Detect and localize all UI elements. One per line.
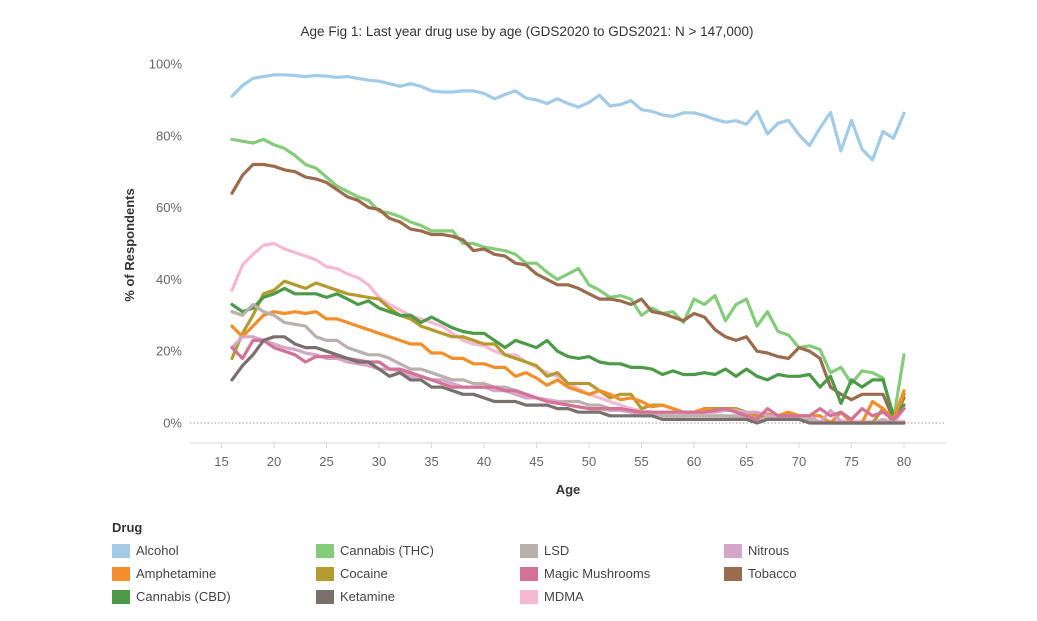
x-tick-label: 60	[687, 454, 701, 469]
series-line-ketamine	[230, 335, 906, 425]
y-tick-label: 40%	[156, 272, 182, 287]
legend-item-nitrous: Nitrous	[724, 541, 928, 560]
legend-label: Cocaine	[340, 566, 388, 581]
series-line-alcohol	[230, 73, 906, 162]
legend-label: Tobacco	[748, 566, 797, 581]
legend-item-mdma: MDMA	[520, 587, 724, 606]
line-chart-svg: Age Fig 1: Last year drug use by age (GD…	[122, 24, 946, 497]
y-tick-label: 100%	[149, 57, 183, 72]
x-axis-label: Age	[556, 482, 581, 497]
legend-item-alcohol: Alcohol	[112, 541, 316, 560]
series-line-cannabis-thc	[230, 137, 906, 421]
x-tick-label: 20	[267, 454, 281, 469]
legend-swatch	[724, 566, 742, 581]
legend-items: Alcohol Cannabis (THC) LSD Nitrous Amphetami…	[112, 541, 1012, 606]
legend-swatch	[112, 543, 130, 558]
series-line-mdma	[230, 241, 906, 423]
legend-item-magic-mushrooms: Magic Mushrooms	[520, 564, 724, 583]
legend-label: Cannabis (THC)	[340, 543, 434, 558]
legend-label: Cannabis (CBD)	[136, 589, 231, 604]
series-line-cannabis-cbd	[230, 286, 906, 418]
legend-item-cannabis-thc: Cannabis (THC)	[316, 541, 520, 560]
y-tick-label: 80%	[156, 128, 182, 143]
x-tick-label: 35	[424, 454, 438, 469]
legend-label: Magic Mushrooms	[544, 566, 651, 581]
legend-swatch	[520, 543, 538, 558]
legend-label: Alcohol	[136, 543, 179, 558]
legend-item-cannabis-cbd: Cannabis (CBD)	[112, 587, 316, 606]
legend-label: Nitrous	[748, 543, 790, 558]
x-axis: 15 20 25 30 35 40 45 50 55 60 65 70 75 80	[190, 442, 946, 469]
legend-label: MDMA	[544, 589, 584, 604]
legend-item-lsd: LSD	[520, 541, 724, 560]
x-tick-label: 45	[529, 454, 543, 469]
legend-label: Ketamine	[340, 589, 395, 604]
legend-swatch	[316, 566, 334, 581]
x-tick-label: 80	[897, 454, 911, 469]
legend: Drug Alcohol Cannabis (THC) LSD Nitrous Amph…	[112, 520, 1012, 606]
legend-item-tobacco: Tobacco	[724, 564, 928, 583]
legend-swatch	[316, 543, 334, 558]
x-tick-label: 40	[477, 454, 491, 469]
y-tick-label: 60%	[156, 200, 182, 215]
legend-swatch	[724, 543, 742, 558]
legend-label: Amphetamine	[136, 566, 217, 581]
series-lines	[230, 73, 906, 425]
x-tick-label: 55	[634, 454, 648, 469]
legend-swatch	[112, 566, 130, 581]
legend-title: Drug	[112, 520, 143, 535]
legend-swatch	[112, 589, 130, 604]
y-tick-label: 0%	[163, 416, 182, 431]
series-line-amphetamine	[230, 310, 906, 425]
x-tick-label: 70	[792, 454, 806, 469]
x-tick-label: 25	[319, 454, 333, 469]
x-tick-label: 75	[844, 454, 858, 469]
x-tick-label: 15	[214, 454, 228, 469]
x-tick-label: 65	[739, 454, 753, 469]
legend-swatch	[316, 589, 334, 604]
series-line-tobacco	[230, 162, 906, 421]
y-tick-label: 20%	[156, 344, 182, 359]
legend-label: LSD	[544, 543, 570, 558]
legend-swatch	[520, 566, 538, 581]
x-tick-label: 50	[582, 454, 596, 469]
legend-item-amphetamine: Amphetamine	[112, 564, 316, 583]
legend-item-ketamine: Ketamine	[316, 587, 520, 606]
y-axis-label: % of Respondents	[122, 188, 137, 301]
legend-item-cocaine: Cocaine	[316, 564, 520, 583]
x-tick-label: 30	[372, 454, 386, 469]
chart-title: Age Fig 1: Last year drug use by age (GD…	[301, 24, 754, 39]
legend-swatch	[520, 589, 538, 604]
